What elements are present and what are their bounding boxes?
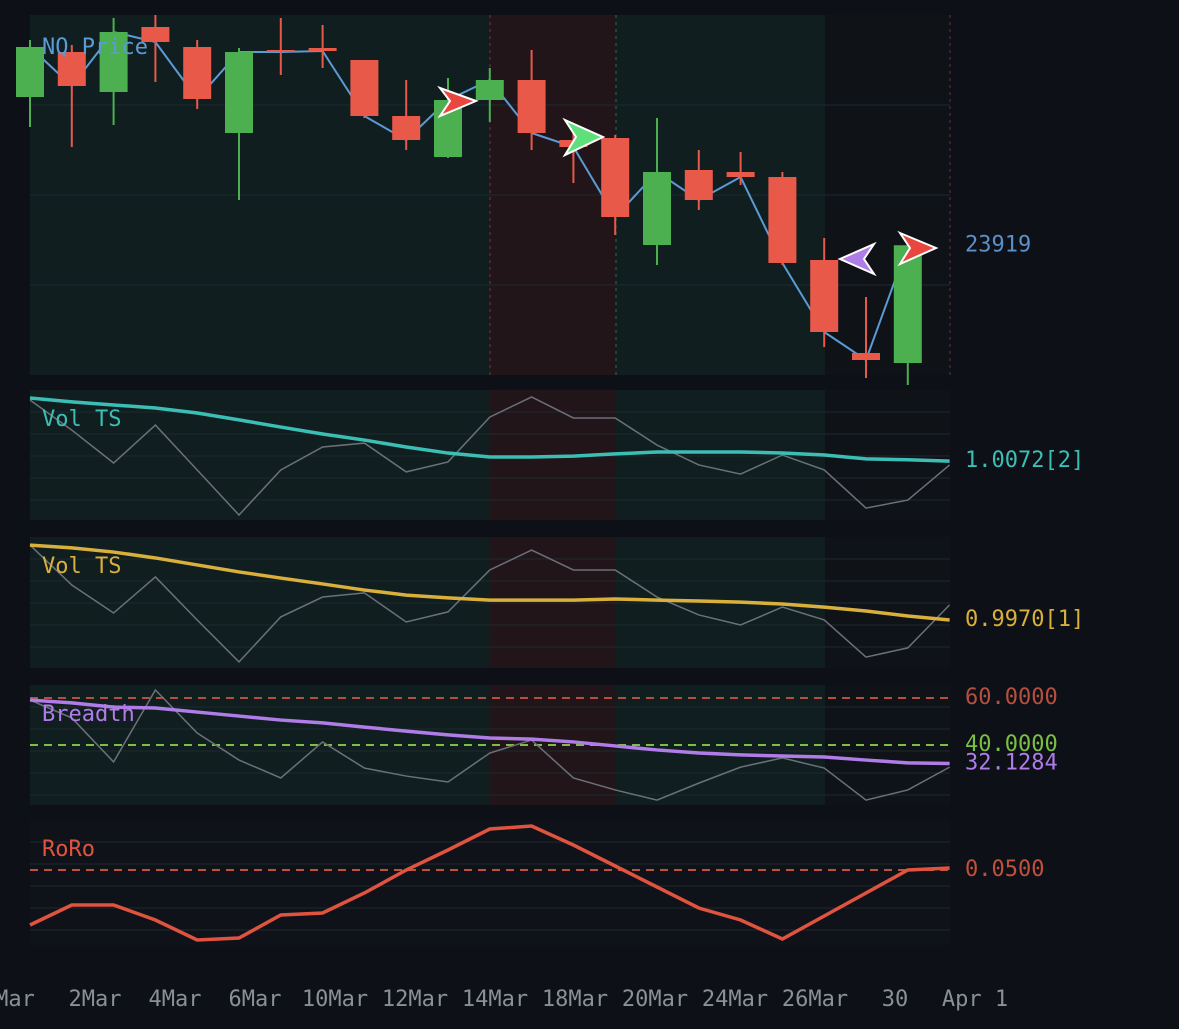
x-tick-label: Mar — [0, 987, 35, 1012]
candle-body — [768, 177, 797, 263]
reference-label: 60.0000 — [965, 685, 1058, 710]
x-tick-label: 20Mar — [622, 987, 688, 1012]
close-line — [29, 30, 909, 362]
panel-title: NQ Price — [42, 35, 148, 60]
buy-arrow — [562, 117, 606, 158]
candle-body — [225, 52, 253, 133]
candle-body — [350, 60, 379, 116]
series-line — [29, 543, 950, 622]
x-tick-label: 30 — [882, 987, 909, 1012]
candle-body — [810, 260, 839, 332]
candle-body — [475, 80, 504, 100]
sell-arrow — [437, 85, 479, 119]
candle-body — [57, 52, 86, 86]
candle-body — [141, 27, 170, 42]
series-line — [29, 824, 950, 942]
candle-body — [392, 116, 421, 140]
x-tick-label: 18Mar — [542, 987, 608, 1012]
x-tick-label: 14Mar — [462, 987, 528, 1012]
x-tick-label: 24Mar — [702, 987, 768, 1012]
panel-backgrounds — [30, 15, 951, 945]
reference-label: 0.0500 — [965, 857, 1044, 882]
series-line — [29, 396, 951, 517]
panel-title: Breadth — [42, 702, 135, 727]
x-tick-label: 10Mar — [302, 987, 368, 1012]
candle-body — [684, 170, 713, 200]
panel-title: Vol TS — [42, 554, 121, 579]
last-value-label: 1.0072[2] — [965, 448, 1084, 473]
last-value-label: 0.9970[1] — [965, 607, 1084, 632]
candle-body — [643, 172, 671, 245]
candle-body — [726, 172, 755, 177]
last-value-label: 23919 — [965, 232, 1031, 257]
candle-body — [99, 32, 128, 92]
candle-body — [308, 48, 337, 51]
x-tick-label: 4Mar — [149, 987, 202, 1012]
reference-label: 40.0000 — [965, 732, 1058, 757]
x-tick-label: 6Mar — [229, 987, 282, 1012]
sell-arrow — [897, 230, 939, 267]
series-line — [29, 396, 950, 463]
x-tick-label: 2Mar — [69, 987, 122, 1012]
candle-body — [517, 80, 546, 133]
series-line — [29, 544, 951, 663]
signal-arrow — [837, 241, 877, 277]
signal-arrows — [437, 85, 939, 277]
candle-body — [183, 47, 212, 99]
x-tick-label: Apr 1 — [942, 987, 1008, 1012]
x-tick-label: 26Mar — [782, 987, 848, 1012]
x-tick-label: 12Mar — [382, 987, 448, 1012]
candle-body — [601, 138, 630, 217]
series-line — [29, 698, 950, 766]
panel-band — [30, 820, 950, 945]
last-value-label: 32.1284 — [965, 751, 1058, 776]
panel-title: RoRo — [42, 837, 95, 862]
candle-body — [852, 353, 880, 360]
series-line — [29, 688, 950, 801]
candle-body — [893, 245, 922, 363]
candle-body — [16, 47, 44, 97]
candle-body — [266, 50, 295, 52]
panel-title: Vol TS — [42, 407, 121, 432]
